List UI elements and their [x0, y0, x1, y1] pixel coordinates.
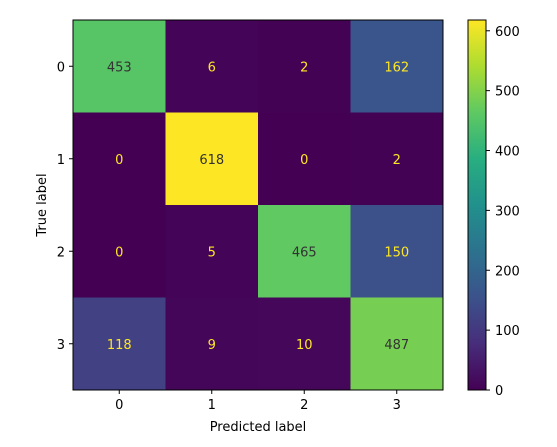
heatmap-cell [350, 297, 444, 391]
colorbar-tick-label: 400 [495, 145, 520, 160]
cell-value-label: 162 [384, 60, 409, 75]
x-tick-label: 3 [393, 398, 401, 413]
heatmap-cell [73, 205, 166, 298]
cell-value-label: 6 [208, 60, 216, 75]
heatmap-cell [165, 20, 259, 113]
y-tick-label: 2 [57, 245, 65, 260]
heatmap-cell [165, 297, 259, 391]
cell-value-label: 118 [107, 338, 132, 353]
x-tick-label: 1 [208, 398, 216, 413]
cell-value-label: 9 [208, 338, 216, 353]
y-tick-label: 3 [57, 338, 65, 353]
y-tick-label: 1 [57, 153, 65, 168]
heatmap-cell [165, 112, 259, 206]
colorbar-tick-label: 0 [495, 384, 503, 399]
heatmap-cell [350, 205, 444, 298]
cell-value-label: 0 [300, 153, 308, 168]
y-tick-label: 0 [57, 60, 65, 75]
x-tick-label: 2 [300, 398, 308, 413]
heatmap-cell [165, 205, 259, 298]
x-axis-label: Predicted label [210, 420, 307, 435]
cell-value-label: 453 [107, 60, 132, 75]
heatmap-cell [350, 112, 444, 206]
plot-frame [72, 19, 444, 391]
colorbar-tick-label: 100 [495, 324, 520, 339]
x-axis-ticks: 0 1 2 3 [115, 390, 401, 413]
heatmap-cell [258, 205, 351, 298]
cell-value-label: 0 [115, 153, 123, 168]
heatmap-cell [258, 112, 351, 206]
colorbar-tick-label: 200 [495, 264, 520, 279]
x-tick-label: 0 [115, 398, 123, 413]
colorbar [467, 19, 487, 391]
cell-value-label: 150 [384, 245, 409, 260]
heatmap-cell [350, 20, 444, 113]
colorbar-ticks: 0 100 200 300 400 500 600 [486, 25, 520, 399]
heatmap-cell [73, 20, 166, 113]
cell-value-label: 487 [384, 338, 409, 353]
colorbar-tick-label: 600 [495, 25, 520, 40]
cell-value-label: 2 [300, 60, 308, 75]
heatmap-cells [73, 20, 444, 391]
heatmap-cell [258, 297, 351, 391]
cell-value-label: 465 [292, 245, 317, 260]
y-axis-ticks: 0 1 2 3 [57, 60, 73, 353]
y-axis-label: True label [35, 173, 50, 237]
cell-value-label: 10 [296, 338, 313, 353]
cell-value-label: 5 [208, 245, 216, 260]
heatmap-cell [73, 297, 166, 391]
cell-value-label: 0 [115, 245, 123, 260]
heatmap-cell [73, 112, 166, 206]
colorbar-tick-label: 300 [495, 204, 520, 219]
cell-value-label: 2 [393, 153, 401, 168]
cell-value-label: 618 [199, 153, 224, 168]
cell-value-labels: 453 6 2 162 0 618 0 2 0 5 465 150 118 9 10 487 [107, 60, 409, 353]
colorbar-tick-label: 500 [495, 85, 520, 100]
heatmap-cell [258, 20, 351, 113]
